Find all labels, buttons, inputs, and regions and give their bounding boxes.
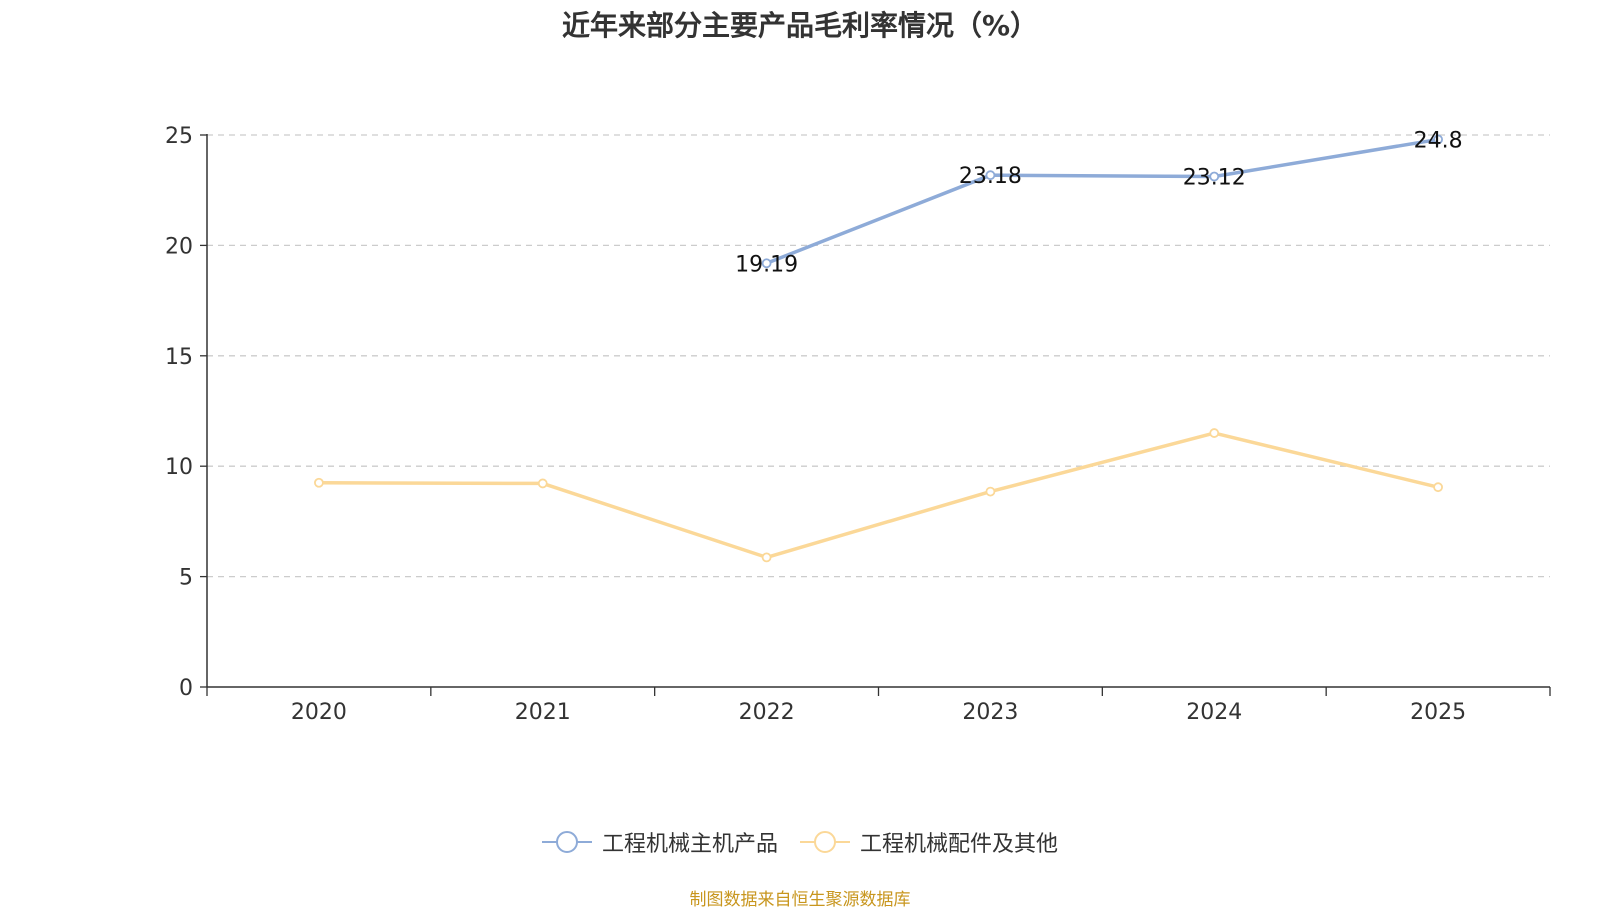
- legend: 工程机械主机产品 工程机械配件及其他: [0, 826, 1600, 858]
- series-lines: [314, 134, 1443, 563]
- x-tick-label: 2020: [291, 700, 347, 725]
- y-tick-label: 15: [165, 345, 193, 370]
- legend-marker-icon: [541, 831, 592, 853]
- y-tick-label: 20: [165, 234, 193, 259]
- y-tick-label: 10: [165, 455, 193, 480]
- data-point: [1433, 134, 1443, 145]
- series-line-0: [765, 137, 1439, 265]
- grid-lines: [207, 134, 1550, 578]
- data-point: [1433, 482, 1443, 493]
- data-point: [985, 486, 996, 497]
- chart-title: 近年来部分主要产品毛利率情况（%）: [561, 9, 1039, 42]
- y-tick-label: 0: [179, 676, 193, 701]
- legend-marker-icon: [800, 831, 850, 853]
- source-note: 制图数据来自恒生聚源数据库: [689, 890, 911, 910]
- y-tick-label: 5: [179, 566, 193, 591]
- data-label: 24.8: [1414, 128, 1463, 153]
- data-labels: 19.19 23.18 23.12 24.8: [735, 128, 1462, 277]
- x-tick-label: 2022: [739, 700, 795, 725]
- legend-label: 工程机械配件及其他: [860, 832, 1059, 857]
- x-tick-label: 2024: [1186, 700, 1242, 725]
- data-point: [1209, 171, 1220, 182]
- data-point: [761, 552, 772, 563]
- legend-item-parts-other[interactable]: 工程机械配件及其他: [800, 826, 1058, 858]
- y-tick-label: 25: [165, 124, 193, 149]
- data-point: [314, 477, 324, 488]
- legend-label: 工程机械主机产品: [601, 832, 778, 857]
- x-tick-label: 2021: [515, 700, 571, 725]
- data-label: 23.18: [959, 164, 1022, 189]
- data-point: [1209, 428, 1220, 438]
- data-label: 23.12: [1183, 166, 1246, 191]
- legend-item-host-products[interactable]: 工程机械主机产品: [541, 826, 778, 858]
- x-tick-label: 2023: [962, 700, 1018, 725]
- data-point: [985, 170, 996, 181]
- data-point: [761, 258, 772, 269]
- data-point: [537, 478, 548, 489]
- x-tick-label: 2025: [1410, 700, 1466, 725]
- series-line-1: [318, 431, 1439, 560]
- data-label: 19.19: [735, 252, 798, 277]
